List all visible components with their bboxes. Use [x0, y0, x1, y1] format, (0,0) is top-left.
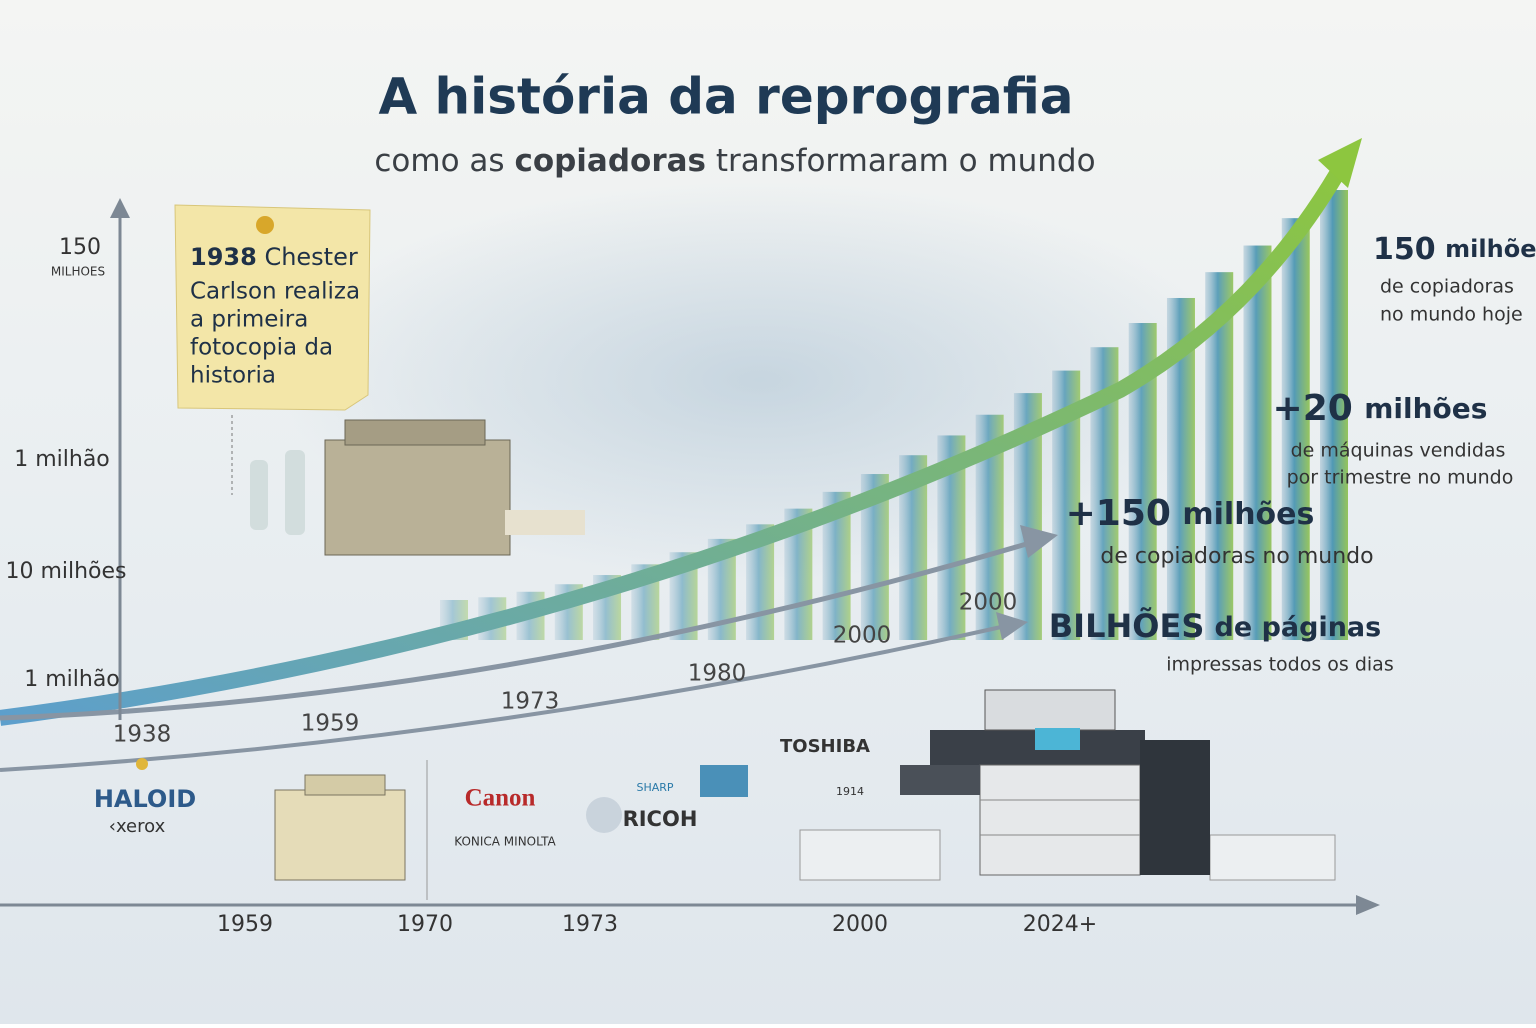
arrow-head [1318, 138, 1362, 188]
machine-body [324, 439, 511, 556]
x-label: 1970 [397, 912, 453, 937]
figure: +150 [1066, 493, 1171, 534]
note-line: a primeira [190, 307, 308, 333]
y-label: 1 milhão [24, 667, 120, 692]
figure: 150 [1373, 232, 1436, 267]
brand: SHARP [636, 781, 673, 794]
subtitle: como as copiadoras transformaram o mundo [374, 143, 1095, 179]
timeline-label: 1938 [113, 722, 172, 748]
timeline-label: 1959 [301, 711, 360, 737]
stat-figure: 150 milhões [1373, 232, 1536, 267]
unit: milhões [1182, 497, 1314, 532]
arrow-head [1020, 525, 1058, 558]
title: A história da reprografia [378, 68, 1073, 126]
brand: ‹xerox [109, 816, 166, 837]
note-line: fotocopia da [190, 335, 333, 361]
note-paper [174, 204, 371, 411]
stat-caption: de copiadoras [1380, 276, 1514, 298]
x-label: 1959 [217, 912, 273, 937]
bar-decoration [1320, 190, 1348, 640]
bar-decoration [1243, 245, 1272, 640]
y-label: 150 [59, 235, 101, 260]
x-axis-labels: 1959 1970 1973 2000 2024+ [217, 912, 1097, 937]
tray [900, 765, 980, 795]
note-line: Carlson realiza [190, 279, 360, 305]
unit: milhões [1445, 235, 1536, 263]
x-label: 1973 [562, 912, 618, 937]
brand: KONICA MINOLTA [454, 835, 556, 849]
stat-caption: de copiadoras no mundo [1100, 544, 1373, 569]
figure: BILHÕES [1049, 606, 1205, 645]
stats: 150 milhões de copiadoras no mundo hoje … [1049, 232, 1536, 676]
note-year: 1938 [190, 243, 257, 271]
stat-figure: +20 milhões [1273, 388, 1488, 429]
unit: milhões [1364, 392, 1487, 425]
timeline: 1938 1959 1973 1980 2000 2000 [113, 590, 1018, 900]
curve [0, 623, 1011, 772]
flask [250, 460, 268, 530]
y-label: 10 milhões [5, 559, 126, 584]
brand: TOSHIBA [780, 736, 870, 757]
stat-caption: no mundo hoje [1380, 304, 1523, 326]
copier-body [274, 789, 406, 881]
feeder [984, 689, 1116, 731]
papers [505, 510, 585, 535]
arrow-head [996, 612, 1028, 640]
stat-figure: BILHÕES de páginas [1049, 606, 1381, 645]
timeline-label: 1973 [501, 689, 560, 715]
pin [256, 216, 274, 234]
curve [0, 537, 1041, 721]
modern-copier [799, 689, 1336, 881]
y-label: 1 milhão [14, 447, 110, 472]
small-copier [274, 774, 406, 881]
brand: 1914 [836, 785, 864, 798]
growth-arrow [0, 156, 1352, 726]
subtitle-part: como as [374, 143, 504, 179]
logo [700, 765, 748, 797]
timeline-label: 1980 [688, 661, 747, 687]
subtitle-part: transformaram o mundo [716, 143, 1096, 179]
stat-caption: impressas todos os dias [1166, 654, 1393, 676]
stat-figure: +150 milhões [1066, 493, 1315, 534]
copier-body [979, 764, 1141, 876]
bar-decoration [1281, 218, 1310, 640]
timeline-label: 2000 [959, 590, 1018, 616]
subtitle-part: copiadoras [514, 143, 706, 179]
note-line: historia [190, 363, 276, 389]
paper-stack [1209, 834, 1336, 881]
old-machine [250, 419, 585, 556]
paper-stack [799, 829, 941, 881]
screen [1035, 728, 1080, 750]
brands: HALOID ‹xerox Canon KONICA MINOLTA RICOH… [94, 736, 870, 849]
brand: HALOID [94, 785, 196, 813]
note-text: 1938 Chester [190, 243, 358, 271]
unit: de páginas [1215, 612, 1382, 643]
stat-caption: de máquinas vendidas [1291, 440, 1506, 462]
arrow-head [1356, 895, 1380, 915]
finisher [1140, 740, 1210, 875]
y-label: MILHOES [51, 265, 105, 279]
figure: +20 [1273, 388, 1353, 429]
brand: Canon [465, 785, 536, 812]
arrow-head [110, 198, 130, 218]
copier-top [304, 774, 386, 796]
flask [285, 450, 305, 535]
stat-caption: por trimestre no mundo [1287, 467, 1514, 489]
timeline-label: 2000 [833, 623, 892, 649]
logo [586, 797, 622, 833]
dot [136, 758, 148, 770]
note: 1938 Chester Carlson realiza a primeira … [174, 204, 371, 495]
x-label: 2000 [832, 912, 888, 937]
machine-top [344, 419, 486, 446]
brand: RICOH [623, 807, 698, 831]
note-line: Chester [264, 243, 357, 271]
x-label: 2024+ [1023, 912, 1097, 937]
